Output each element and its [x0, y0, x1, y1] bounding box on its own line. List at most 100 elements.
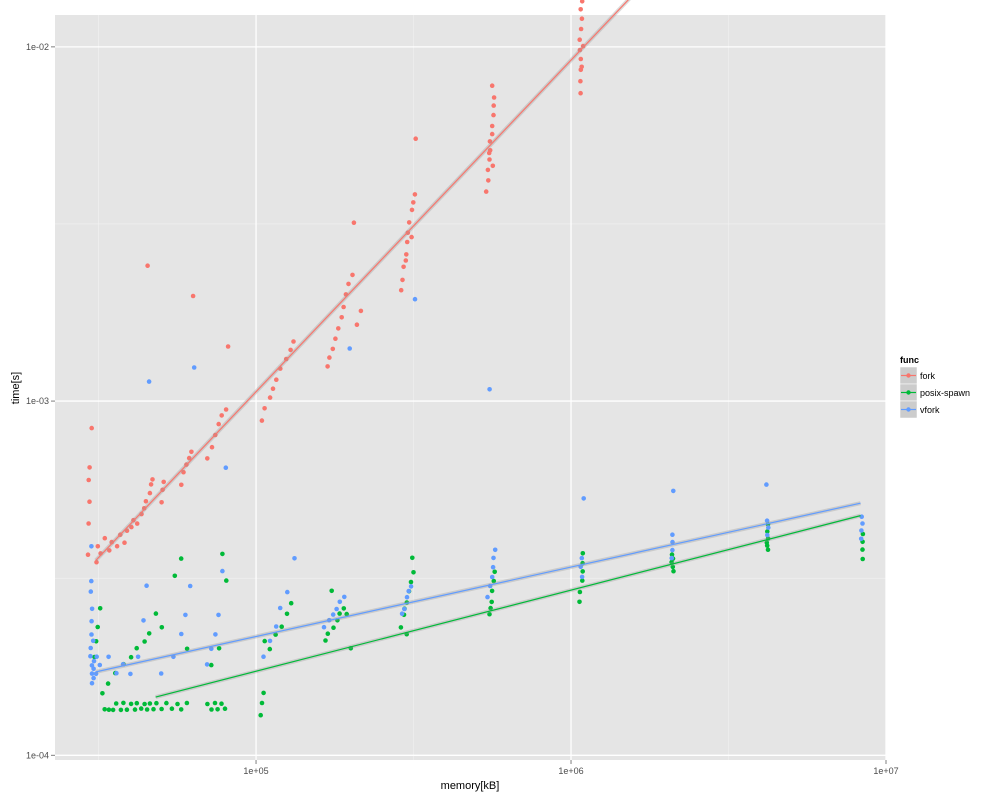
- data-point-posix-spawn: [325, 631, 331, 636]
- x-axis: 1e+05 1e+06 1e+07: [243, 760, 899, 776]
- data-point-fork: [491, 103, 497, 108]
- data-point-posix-spawn: [329, 588, 335, 594]
- data-point-posix-spawn: [212, 700, 218, 706]
- data-point-posix-spawn: [669, 559, 674, 565]
- data-point-vfork: [267, 638, 273, 644]
- data-point-vfork: [158, 671, 164, 676]
- data-point-fork: [181, 469, 186, 475]
- data-point-posix-spawn: [164, 700, 169, 706]
- data-point-vfork: [490, 564, 496, 570]
- data-point-vfork: [191, 365, 197, 370]
- data-point-posix-spawn: [209, 707, 214, 712]
- data-point-fork: [483, 189, 489, 194]
- data-point-fork: [487, 157, 492, 162]
- data-point-fork: [490, 163, 496, 169]
- data-point-vfork: [347, 346, 353, 351]
- data-point-vfork: [223, 465, 229, 471]
- data-point-fork: [223, 407, 229, 412]
- data-point-fork: [404, 252, 409, 257]
- data-point-vfork: [860, 521, 865, 526]
- data-point-posix-spawn: [128, 654, 134, 660]
- data-point-posix-spawn: [489, 588, 495, 594]
- data-point-vfork: [213, 632, 218, 637]
- data-point-posix-spawn: [489, 599, 495, 605]
- data-point-fork: [491, 112, 496, 118]
- data-point-fork: [486, 150, 492, 156]
- data-point-vfork: [334, 606, 339, 612]
- data-point-vfork: [285, 589, 290, 595]
- data-point-posix-spawn: [491, 578, 497, 584]
- data-point-vfork: [128, 671, 133, 677]
- data-point-fork: [578, 78, 583, 84]
- data-point-posix-spawn: [159, 706, 164, 712]
- data-point-posix-spawn: [146, 631, 152, 636]
- data-point-vfork: [89, 671, 95, 676]
- data-point-fork: [159, 500, 164, 505]
- data-point-vfork: [406, 588, 412, 594]
- data-point-vfork: [220, 568, 225, 574]
- data-point-fork: [89, 425, 94, 431]
- series-fork: [85, 0, 586, 565]
- data-point-vfork: [408, 584, 414, 589]
- data-point-fork: [346, 281, 351, 287]
- data-point-vfork: [579, 555, 585, 561]
- data-point-fork: [270, 386, 276, 392]
- data-point-vfork: [94, 654, 99, 659]
- data-point-fork: [578, 90, 583, 96]
- data-point-fork: [114, 543, 120, 549]
- data-point-fork: [487, 139, 493, 144]
- data-point-vfork: [292, 556, 297, 561]
- data-point-posix-spawn: [860, 556, 865, 562]
- data-point-vfork: [277, 605, 283, 611]
- data-point-fork: [87, 499, 92, 505]
- data-point-posix-spawn: [224, 578, 229, 583]
- data-point-posix-spawn: [279, 624, 285, 629]
- data-point-vfork: [183, 612, 188, 618]
- data-point-posix-spawn: [216, 646, 222, 651]
- legend-label-fork: fork: [920, 371, 936, 381]
- data-point-posix-spawn: [144, 707, 150, 712]
- data-point-fork: [351, 220, 357, 225]
- data-point-posix-spawn: [154, 700, 159, 706]
- data-point-fork: [122, 540, 127, 545]
- data-point-vfork: [670, 547, 675, 553]
- data-point-fork: [578, 7, 583, 12]
- x-axis-title: memory[kB]: [441, 780, 500, 792]
- data-point-vfork: [114, 670, 119, 676]
- data-point-fork: [350, 272, 355, 278]
- data-point-posix-spawn: [169, 706, 175, 711]
- data-point-fork: [209, 444, 215, 450]
- data-point-posix-spawn: [259, 700, 265, 706]
- data-point-fork: [259, 418, 265, 423]
- data-point-posix-spawn: [134, 700, 140, 706]
- data-point-fork: [107, 548, 112, 553]
- data-point-posix-spawn: [134, 645, 139, 651]
- data-point-fork: [578, 26, 584, 32]
- grid: [55, 15, 887, 760]
- data-point-posix-spawn: [106, 707, 112, 712]
- data-point-vfork: [330, 612, 336, 617]
- data-point-posix-spawn: [344, 611, 350, 617]
- data-point-posix-spawn: [860, 547, 865, 552]
- legend-label-vfork: vfork: [920, 405, 940, 415]
- data-point-fork: [403, 258, 409, 263]
- data-point-posix-spawn: [764, 540, 770, 545]
- data-point-posix-spawn: [178, 556, 184, 561]
- data-point-posix-spawn: [132, 707, 138, 712]
- data-point-vfork: [337, 599, 343, 605]
- y-tick-label: 1e-03: [26, 396, 49, 406]
- data-point-posix-spawn: [341, 606, 347, 611]
- data-point-vfork: [766, 525, 771, 530]
- data-point-posix-spawn: [410, 555, 415, 561]
- data-point-vfork: [669, 555, 674, 561]
- y-axis-title: time[s]: [10, 372, 22, 404]
- data-point-posix-spawn: [284, 611, 290, 617]
- data-point-vfork: [216, 612, 221, 618]
- legend-key-point: [906, 390, 911, 395]
- data-point-fork: [274, 377, 279, 383]
- data-point-posix-spawn: [671, 568, 676, 574]
- data-point-posix-spawn: [153, 611, 159, 616]
- fit-line-posix-spawn: [155, 515, 861, 698]
- data-point-fork: [411, 200, 416, 205]
- data-point-fork: [95, 544, 101, 549]
